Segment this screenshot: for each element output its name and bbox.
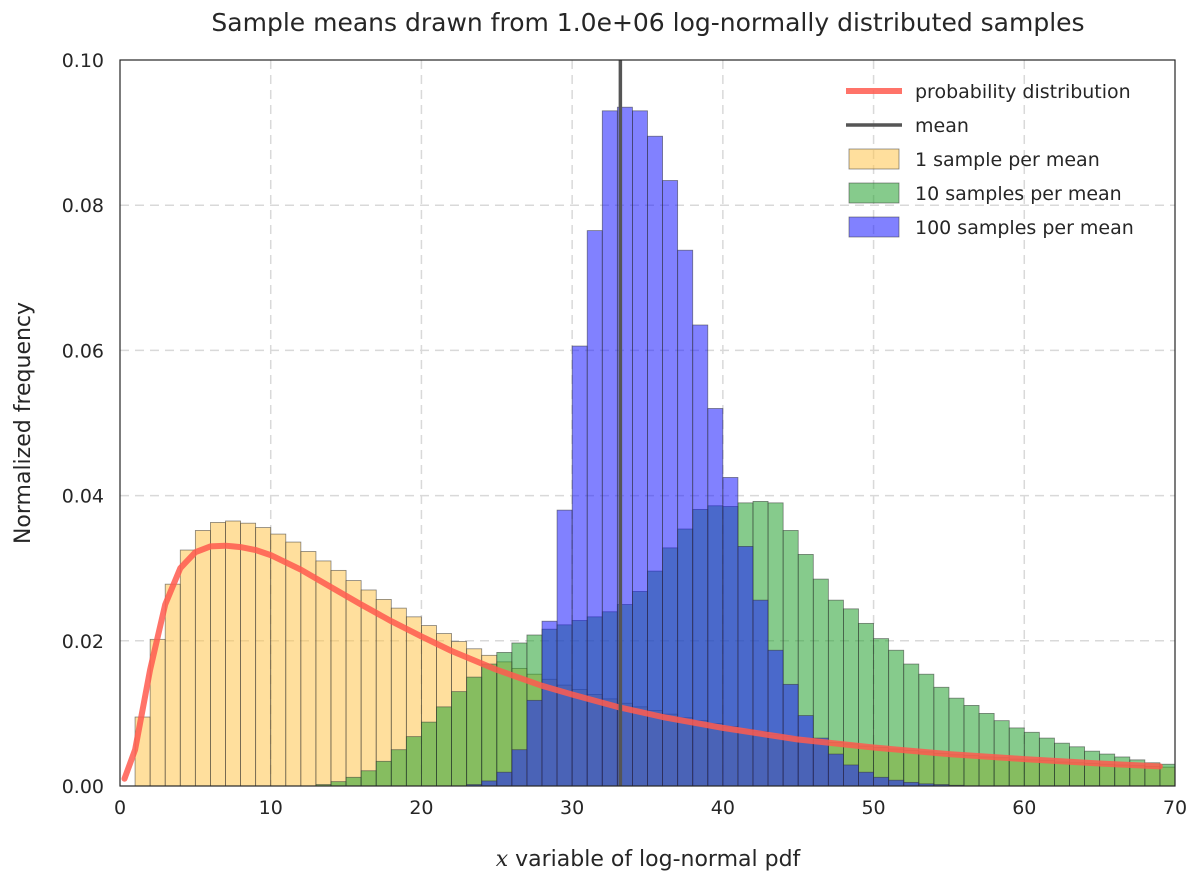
histogram-bar — [451, 691, 468, 787]
histogram-bar — [194, 530, 211, 787]
histogram-bar — [390, 749, 407, 787]
histogram-bar — [526, 699, 543, 787]
histogram-bar — [225, 520, 241, 787]
y-tick-label: 0.04 — [62, 486, 104, 508]
legend-histogram-2-swatch — [848, 182, 900, 204]
x-tick-label: 20 — [409, 797, 433, 819]
chart-title: Sample means drawn from 1.0e+06 log-norm… — [211, 8, 1084, 37]
histogram-bar — [948, 697, 965, 787]
histogram-bar — [375, 760, 392, 787]
probability-distribution-line — [121, 542, 1163, 782]
histogram-bar — [541, 620, 558, 787]
x-tick-label: 70 — [1163, 797, 1187, 819]
histogram-bar — [933, 686, 950, 787]
histogram-bar — [496, 771, 513, 787]
histogram-bar — [481, 663, 498, 787]
x-tick-label: 50 — [861, 797, 885, 819]
histogram-bar — [1069, 746, 1085, 787]
histogram-bar — [375, 599, 392, 787]
y-tick-label: 0.02 — [62, 631, 104, 653]
histogram-bar — [360, 589, 377, 787]
legend-histogram-3-label: 100 samples per mean — [915, 217, 1134, 239]
histogram-bar — [285, 541, 302, 787]
histogram-bar — [873, 776, 890, 787]
legend-probability-distribution-label: probability distribution — [915, 81, 1131, 103]
histogram-bar — [978, 713, 995, 787]
histogram-bar — [767, 649, 784, 787]
legend-histogram-3-swatch — [848, 216, 900, 238]
x-tick-label: 60 — [1012, 797, 1036, 819]
histogram-bar — [677, 249, 694, 787]
histogram-bars — [134, 106, 1176, 787]
histogram-bar — [330, 569, 347, 787]
histogram-bar — [963, 705, 980, 787]
histogram-bar — [466, 676, 483, 787]
histogram-bar — [797, 715, 814, 787]
histogram-bar — [556, 509, 573, 787]
histogram-bar — [722, 477, 739, 787]
histogram-bar — [918, 673, 935, 787]
histogram-bar — [888, 779, 905, 787]
y-tick-label: 0.06 — [62, 340, 104, 362]
histogram-bar — [737, 546, 754, 787]
tick-labels: 0 10 20 30 40 50 60 70 0.00 0.02 0.04 0.06 0.08 0.10 — [62, 50, 1187, 819]
histogram-bar — [255, 527, 272, 787]
histogram-bar — [903, 663, 920, 787]
histogram-bar — [240, 522, 257, 787]
histogram-bar — [210, 522, 226, 787]
histogram-bar — [692, 324, 709, 787]
legend-histogram-2-label: 10 samples per mean — [915, 183, 1122, 205]
y-tick-label: 0.08 — [62, 195, 104, 217]
histogram-3 — [466, 106, 965, 787]
histogram-bar — [888, 649, 905, 787]
histogram-bar — [601, 110, 618, 787]
x-axis-label: x variable of log-normal pdf — [496, 847, 802, 872]
histogram-bar — [300, 551, 317, 787]
legend-histogram-1-label: 1 sample per mean — [915, 149, 1100, 171]
y-axis-label: Normalized frequency — [11, 302, 36, 544]
histogram-bar — [1099, 753, 1116, 787]
legend-histogram-1-swatch — [848, 148, 900, 170]
histogram-bar — [647, 135, 663, 787]
x-tick-label: 10 — [259, 797, 283, 819]
histogram-bar — [164, 583, 181, 787]
histogram-bar — [873, 638, 890, 787]
y-tick-label: 0.00 — [62, 776, 104, 798]
histogram-bar — [662, 180, 679, 787]
legend-mean-label: mean — [915, 115, 969, 137]
histogram-bar — [827, 753, 844, 787]
histogram-bar — [179, 549, 196, 787]
histogram-bar — [481, 780, 498, 787]
histogram-bar — [1084, 750, 1101, 787]
histogram-bar — [330, 781, 347, 787]
histogram-bar — [571, 345, 588, 787]
histogram-bar — [270, 533, 287, 787]
legend: probability distribution mean 1 sample per… — [846, 81, 1134, 239]
histogram-bar — [345, 776, 362, 787]
histogram-bar — [858, 771, 874, 787]
y-tick-label: 0.10 — [62, 50, 104, 72]
histogram-bar — [858, 622, 874, 787]
histogram-bar — [421, 721, 437, 787]
series-layer — [121, 60, 1163, 786]
histogram-bar — [345, 580, 362, 787]
histogram-bar — [993, 720, 1010, 787]
histogram-bar — [1114, 756, 1131, 787]
histogram-bar — [843, 608, 859, 787]
x-tick-label: 40 — [711, 797, 735, 819]
x-tick-label: 0 — [114, 797, 126, 819]
plot-frame — [119, 59, 1176, 787]
histogram-bar — [360, 770, 377, 787]
histogram-bar — [752, 599, 769, 787]
histogram-bar — [315, 560, 332, 787]
histogram-bar — [405, 736, 422, 787]
x-tick-label: 30 — [560, 797, 584, 819]
histogram-bar — [843, 764, 859, 787]
histogram-bar — [511, 749, 528, 787]
histogram-bar — [632, 110, 648, 787]
histogram-bar — [436, 706, 452, 787]
